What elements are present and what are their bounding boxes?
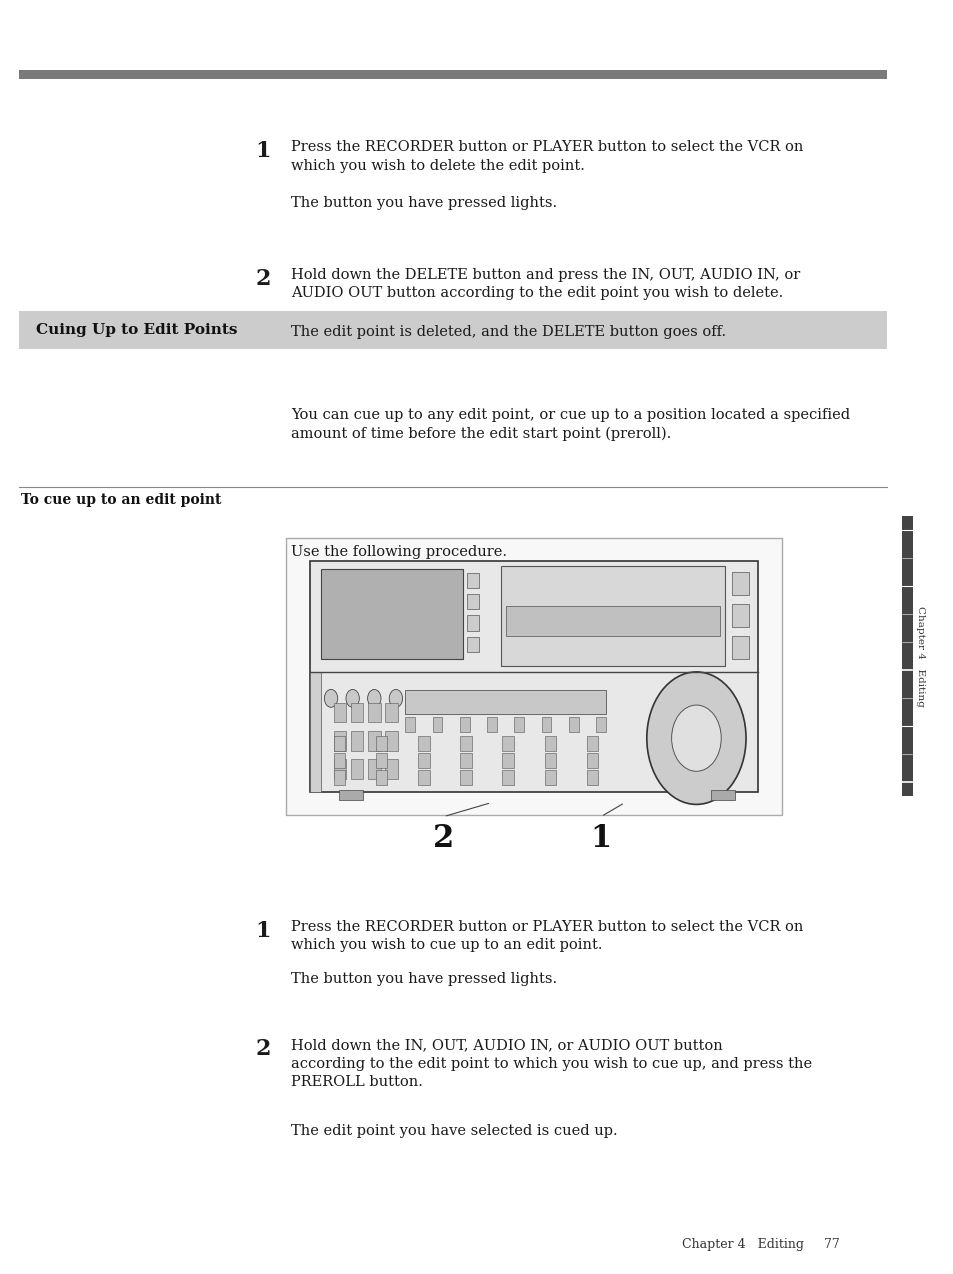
Bar [385, 731, 397, 750]
Bar [502, 736, 514, 752]
Bar [286, 538, 781, 815]
Bar [502, 769, 514, 785]
Bar [467, 573, 478, 589]
Bar [460, 769, 472, 785]
Bar [334, 703, 346, 722]
Bar [586, 753, 598, 768]
Text: 2: 2 [255, 268, 271, 289]
Bar [731, 604, 748, 627]
Bar [19, 311, 886, 349]
Bar [544, 753, 556, 768]
Text: 2: 2 [255, 1038, 271, 1060]
Text: 1: 1 [255, 140, 271, 162]
Bar [405, 691, 605, 713]
Bar [338, 790, 362, 800]
Bar [375, 753, 387, 768]
Text: Hold down the IN, OUT, AUDIO IN, or AUDIO OUT button
according to the edit point: Hold down the IN, OUT, AUDIO IN, or AUDI… [291, 1038, 811, 1089]
Bar [351, 759, 363, 778]
Text: 2: 2 [433, 823, 454, 854]
Text: Chapter 4   Editing     77: Chapter 4 Editing 77 [681, 1238, 839, 1251]
Bar [334, 759, 346, 778]
Bar [568, 717, 578, 733]
Text: Press the RECORDER button or PLAYER button to select the VCR on
which you wish t: Press the RECORDER button or PLAYER butt… [291, 140, 802, 172]
Bar [433, 717, 442, 733]
Bar [375, 769, 387, 785]
Bar [321, 569, 462, 659]
Bar [417, 753, 429, 768]
Bar [351, 703, 363, 722]
Circle shape [389, 689, 402, 707]
Text: 1: 1 [255, 920, 271, 941]
Bar [731, 572, 748, 595]
Bar [310, 671, 321, 792]
Bar [731, 636, 748, 659]
Bar [460, 753, 472, 768]
Text: The edit point you have selected is cued up.: The edit point you have selected is cued… [291, 1124, 617, 1138]
Text: 1: 1 [590, 823, 611, 854]
Bar [385, 703, 397, 722]
Circle shape [324, 689, 337, 707]
Bar [334, 731, 346, 750]
Bar [467, 594, 478, 609]
Bar [368, 759, 380, 778]
Bar [514, 717, 523, 733]
Text: The button you have pressed lights.: The button you have pressed lights. [291, 196, 557, 210]
Bar [368, 731, 380, 750]
Text: Hold down the DELETE button and press the IN, OUT, AUDIO IN, or
AUDIO OUT button: Hold down the DELETE button and press th… [291, 268, 800, 299]
Bar [502, 753, 514, 768]
Bar [500, 566, 724, 666]
Circle shape [646, 671, 745, 804]
Text: The button you have pressed lights.: The button you have pressed lights. [291, 972, 557, 986]
Bar [351, 731, 363, 750]
Circle shape [671, 705, 720, 771]
Text: You can cue up to any edit point, or cue up to a position located a specified
am: You can cue up to any edit point, or cue… [291, 408, 849, 441]
Bar [901, 516, 912, 796]
Bar [459, 717, 469, 733]
Bar [385, 759, 397, 778]
Text: Press the RECORDER button or PLAYER button to select the VCR on
which you wish t: Press the RECORDER button or PLAYER butt… [291, 920, 802, 952]
Bar [405, 717, 415, 733]
Bar [505, 606, 720, 636]
Bar [334, 753, 345, 768]
Bar [334, 736, 345, 752]
Circle shape [346, 689, 359, 707]
Bar [460, 736, 472, 752]
Bar [375, 736, 387, 752]
Bar [310, 561, 758, 792]
Bar [544, 736, 556, 752]
Bar [368, 703, 380, 722]
Bar [586, 769, 598, 785]
Bar [586, 736, 598, 752]
Bar [487, 717, 497, 733]
Text: Cuing Up to Edit Points: Cuing Up to Edit Points [36, 324, 237, 336]
Circle shape [367, 689, 380, 707]
Text: Chapter 4   Editing: Chapter 4 Editing [915, 605, 924, 707]
Bar [417, 769, 429, 785]
Text: To cue up to an edit point: To cue up to an edit point [21, 493, 221, 507]
Bar [334, 769, 345, 785]
Bar [544, 769, 556, 785]
Bar [710, 790, 734, 800]
Bar [467, 637, 478, 652]
Bar [467, 615, 478, 631]
Bar [417, 736, 429, 752]
Bar [596, 717, 605, 733]
Text: The edit point is deleted, and the DELETE button goes off.: The edit point is deleted, and the DELET… [291, 325, 725, 339]
Bar [541, 717, 551, 733]
Text: Use the following procedure.: Use the following procedure. [291, 545, 506, 559]
Bar [19, 70, 886, 79]
